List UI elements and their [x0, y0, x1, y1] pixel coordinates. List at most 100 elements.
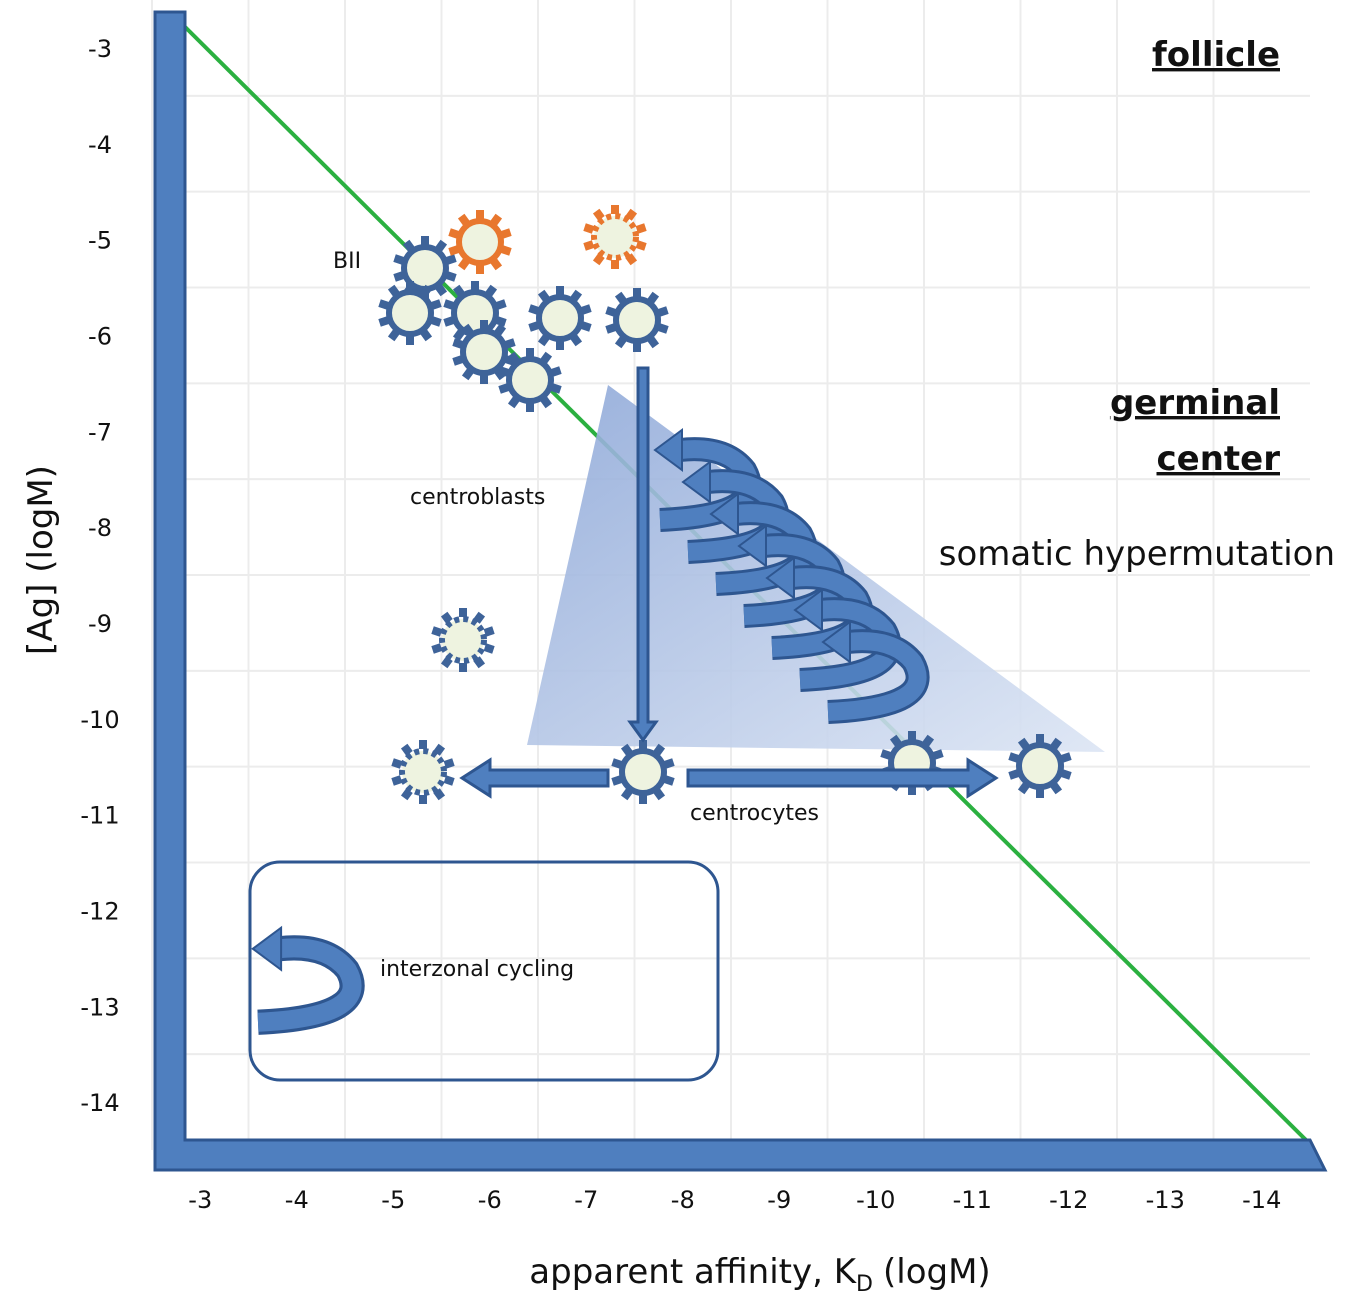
- cell-spike: [480, 320, 488, 329]
- cell-spike: [500, 245, 512, 256]
- y-tick-label: -13: [80, 993, 119, 1021]
- cell-body: [451, 289, 499, 337]
- cell-spike: [476, 210, 484, 219]
- cell-spike: [393, 271, 405, 282]
- arrows: [459, 366, 999, 799]
- cell-spike: [528, 304, 540, 315]
- cell-spike: [452, 338, 464, 349]
- cell-body: [506, 356, 554, 404]
- cell-spike: [633, 343, 641, 352]
- y-tick-label: -5: [88, 227, 112, 255]
- spiral-arrow-head: [251, 925, 283, 972]
- cell: [583, 205, 647, 269]
- cell-spike: [393, 254, 405, 265]
- bii-label: BII: [333, 249, 361, 274]
- cell-spike: [550, 383, 562, 394]
- cell-spike: [445, 271, 457, 282]
- y-tick-label: -7: [88, 418, 112, 446]
- spirals: [251, 428, 930, 1035]
- cell-body: [613, 296, 661, 344]
- cell: [391, 740, 455, 804]
- x-tick-label: -14: [1242, 1186, 1281, 1214]
- germinal-label: germinal: [1110, 383, 1280, 423]
- cell-spike: [611, 260, 619, 269]
- x-axis-label: apparent affinity, KD (logM): [529, 1252, 990, 1297]
- cell-spike: [526, 403, 534, 412]
- x-tick-label: -7: [574, 1186, 598, 1214]
- left-arrow: [459, 757, 610, 799]
- x-tick-label: -11: [953, 1186, 992, 1214]
- cell-spike: [932, 749, 944, 760]
- cell-spike: [605, 323, 617, 334]
- cell-spike: [504, 338, 516, 349]
- cell-spike: [443, 316, 455, 327]
- spiral-arrow-head: [709, 492, 739, 536]
- y-tick-label: -14: [80, 1089, 119, 1117]
- cell-spike: [459, 608, 467, 617]
- cell: [498, 348, 562, 412]
- x-label-main: apparent affinity, K: [529, 1252, 857, 1292]
- cell-spike: [528, 321, 540, 332]
- cell-body: [399, 748, 447, 796]
- cell-spike: [580, 321, 592, 332]
- cell-spike: [476, 265, 484, 274]
- cell-spike: [657, 306, 669, 317]
- hypermutation-label: somatic hypermutation: [939, 534, 1335, 574]
- spiral-arrow-head: [821, 620, 851, 664]
- cell-spike: [406, 281, 414, 290]
- cell-spike: [556, 286, 564, 295]
- cell-spike: [448, 245, 460, 256]
- cell: [528, 286, 592, 350]
- cells: [378, 205, 1072, 804]
- cell-spike: [483, 626, 495, 637]
- cell-body: [536, 294, 584, 342]
- cell-spike: [908, 731, 916, 740]
- cell: [611, 740, 675, 804]
- interzonal-label: interzonal cycling: [380, 957, 574, 982]
- cell-spike: [483, 643, 495, 654]
- cell-spike: [880, 749, 892, 760]
- cell-spike: [500, 228, 512, 239]
- cell-spike: [580, 304, 592, 315]
- spiral-arrow-head: [653, 428, 683, 472]
- cell-body: [460, 328, 508, 376]
- x-tick-label: -6: [478, 1186, 502, 1214]
- cell-spike: [583, 223, 595, 234]
- cell: [448, 210, 512, 274]
- cell-spike: [391, 758, 403, 769]
- spiral-arrow-body: [257, 938, 362, 1032]
- cell-spike: [443, 299, 455, 310]
- cell-spike: [378, 299, 390, 310]
- cell-spike: [663, 775, 675, 786]
- down-arrow: [627, 366, 659, 743]
- cell-spike: [430, 299, 442, 310]
- cell-spike: [498, 366, 510, 377]
- cell-spike: [1008, 752, 1020, 763]
- cell-spike: [480, 375, 488, 384]
- cell-body: [456, 218, 504, 266]
- axis-frame: [153, 10, 1328, 1172]
- cell-spike: [611, 758, 623, 769]
- cell-spike: [1008, 769, 1020, 780]
- cell: [431, 608, 495, 672]
- cell-spike: [556, 341, 564, 350]
- cell-spike: [495, 299, 507, 310]
- cell-spike: [1060, 752, 1072, 763]
- cell-spike: [378, 316, 390, 327]
- cell-spike: [1060, 769, 1072, 780]
- cell-spike: [611, 205, 619, 214]
- right-arrow: [686, 757, 999, 799]
- interzonal-box: [248, 860, 720, 1082]
- cell-spike: [452, 355, 464, 366]
- y-tick-label: -6: [88, 322, 112, 350]
- cell-spike: [526, 348, 534, 357]
- spiral-arrow-head: [737, 524, 767, 568]
- spiral-arrow-head: [681, 460, 711, 504]
- y-tick-label: -12: [80, 897, 119, 925]
- x-tick-label: -4: [285, 1186, 309, 1214]
- cell-spike: [908, 786, 916, 795]
- follicle-label: follicle: [1152, 35, 1280, 75]
- x-tick-label: -8: [671, 1186, 695, 1214]
- cell-spike: [443, 775, 455, 786]
